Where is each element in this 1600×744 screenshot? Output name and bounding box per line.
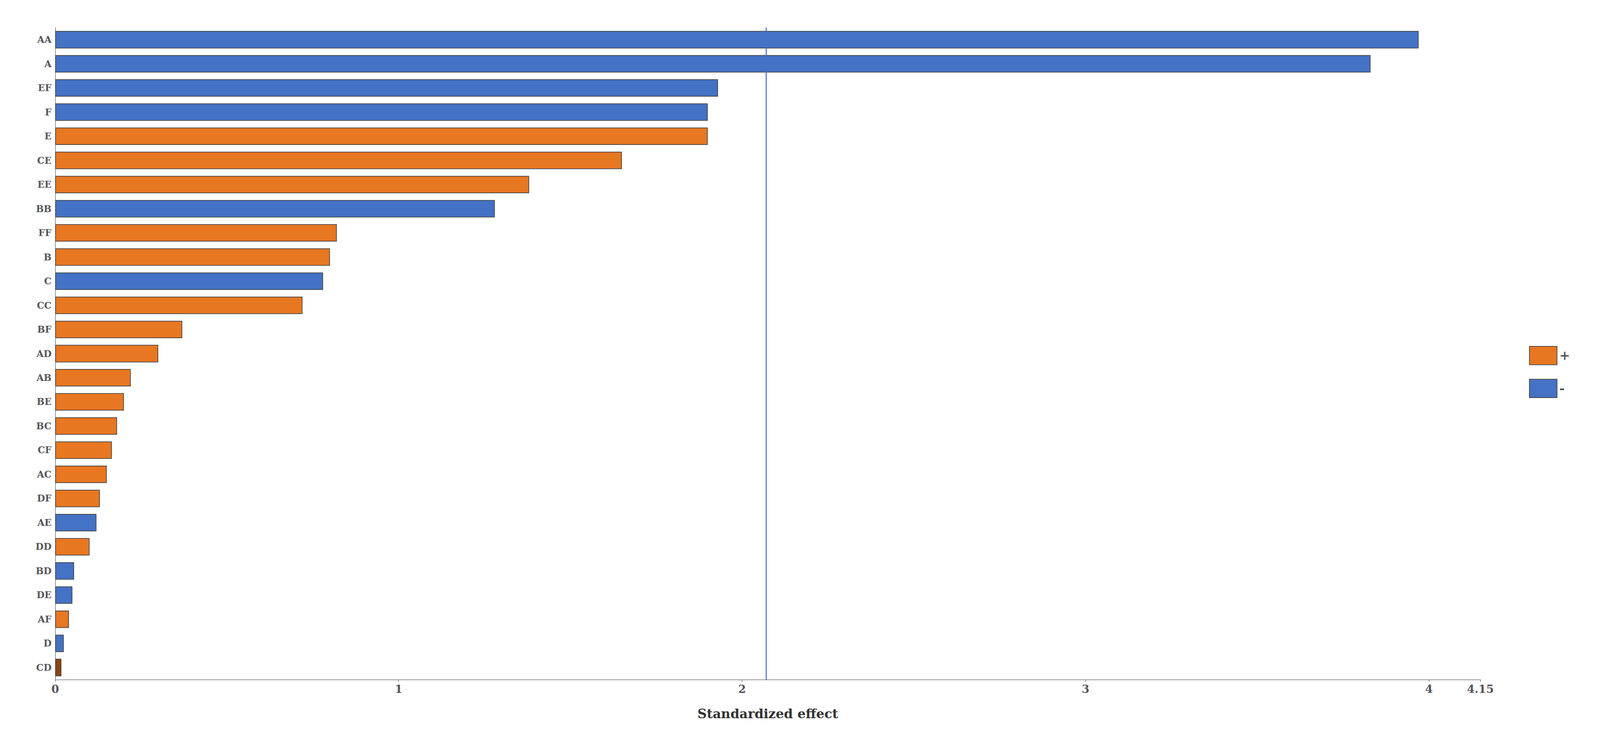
svg-text:BD: BD — [35, 565, 52, 577]
svg-text:FF: FF — [38, 227, 52, 239]
svg-text:AC: AC — [36, 468, 52, 480]
svg-text:EE: EE — [37, 178, 52, 190]
svg-text:+: + — [1559, 347, 1571, 363]
svg-text:EF: EF — [38, 82, 52, 94]
svg-text:B: B — [43, 251, 52, 263]
svg-text:BF: BF — [37, 323, 52, 335]
svg-text:CC: CC — [36, 299, 52, 311]
svg-text:AA: AA — [36, 34, 52, 46]
svg-text:BE: BE — [36, 395, 52, 408]
svg-text:BB: BB — [35, 203, 52, 215]
svg-text:AD: AD — [35, 348, 52, 360]
svg-text:4: 4 — [1425, 682, 1434, 696]
svg-text:E: E — [44, 130, 52, 142]
svg-text:2: 2 — [738, 682, 746, 696]
svg-text:CE: CE — [37, 154, 52, 167]
svg-text:D: D — [43, 637, 52, 649]
svg-text:CF: CF — [37, 444, 52, 456]
svg-text:CD: CD — [36, 661, 52, 673]
svg-text:F: F — [45, 106, 52, 118]
svg-text:DE: DE — [36, 589, 52, 601]
svg-text:4.15: 4.15 — [1467, 682, 1494, 696]
svg-text:DF: DF — [36, 492, 52, 504]
svg-text:BC: BC — [36, 420, 52, 432]
svg-text:Standardized effect: Standardized effect — [697, 705, 839, 722]
svg-text:DD: DD — [35, 540, 52, 552]
svg-text:-: - — [1559, 380, 1566, 396]
svg-text:AB: AB — [36, 372, 52, 384]
svg-text:3: 3 — [1081, 682, 1090, 696]
svg-text:AE: AE — [36, 516, 52, 528]
svg-text:C: C — [44, 275, 52, 287]
svg-text:1: 1 — [394, 682, 403, 696]
svg-text:A: A — [43, 58, 52, 70]
svg-text:0: 0 — [51, 682, 60, 696]
svg-text:AF: AF — [37, 613, 52, 625]
